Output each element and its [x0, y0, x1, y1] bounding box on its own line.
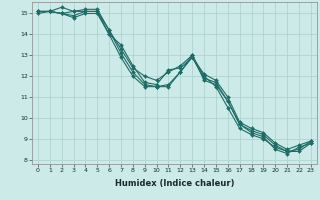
X-axis label: Humidex (Indice chaleur): Humidex (Indice chaleur) [115, 179, 234, 188]
